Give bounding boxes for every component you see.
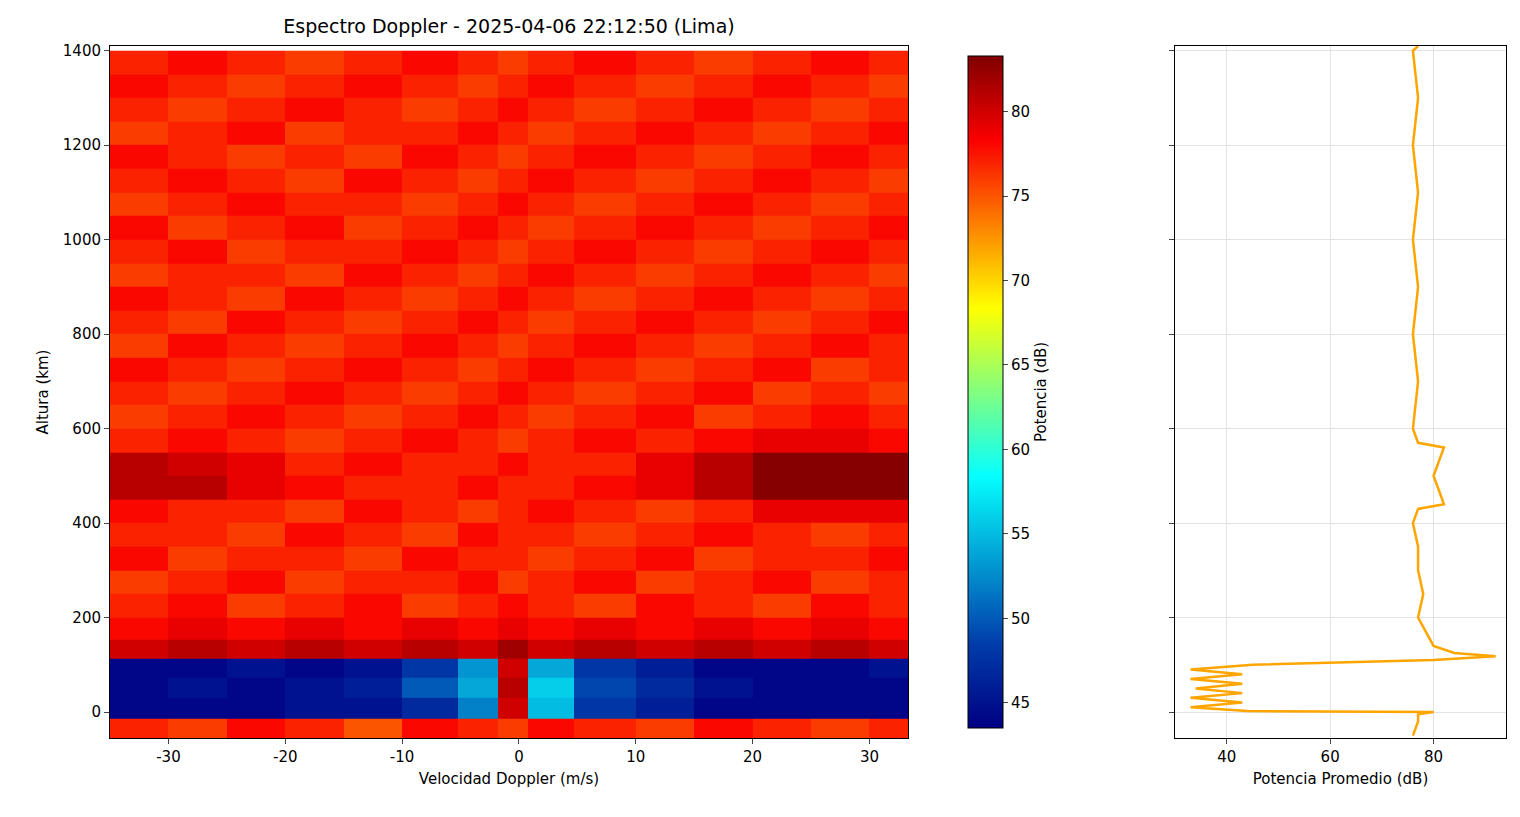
svg-text:20: 20 (743, 748, 762, 766)
svg-text:80: 80 (1011, 103, 1030, 121)
svg-text:0: 0 (514, 748, 524, 766)
svg-text:-30: -30 (156, 748, 181, 766)
svg-text:50: 50 (1011, 610, 1030, 628)
svg-text:Espectro Doppler - 2025-04-06: Espectro Doppler - 2025-04-06 22:12:50 (… (283, 15, 734, 37)
svg-text:10: 10 (626, 748, 645, 766)
svg-text:400: 400 (72, 514, 101, 532)
svg-text:70: 70 (1011, 272, 1030, 290)
svg-text:1000: 1000 (63, 231, 101, 249)
svg-text:Potencia (dB): Potencia (dB) (1032, 342, 1050, 442)
svg-text:30: 30 (860, 748, 879, 766)
svg-text:-10: -10 (390, 748, 415, 766)
svg-text:Velocidad Doppler (m/s): Velocidad Doppler (m/s) (419, 770, 599, 788)
svg-text:55: 55 (1011, 525, 1030, 543)
svg-text:Potencia Promedio (dB): Potencia Promedio (dB) (1253, 770, 1428, 788)
svg-text:0: 0 (91, 703, 101, 721)
svg-text:1400: 1400 (63, 42, 101, 60)
svg-text:80: 80 (1424, 748, 1443, 766)
svg-text:60: 60 (1011, 441, 1030, 459)
svg-text:800: 800 (72, 325, 101, 343)
svg-text:65: 65 (1011, 356, 1030, 374)
svg-text:600: 600 (72, 420, 101, 438)
svg-text:60: 60 (1321, 748, 1340, 766)
svg-text:200: 200 (72, 609, 101, 627)
svg-text:-20: -20 (273, 748, 298, 766)
svg-text:40: 40 (1217, 748, 1236, 766)
svg-text:1200: 1200 (63, 136, 101, 154)
svg-text:75: 75 (1011, 187, 1030, 205)
svg-text:Altura (km): Altura (km) (34, 350, 52, 435)
svg-text:45: 45 (1011, 694, 1030, 712)
